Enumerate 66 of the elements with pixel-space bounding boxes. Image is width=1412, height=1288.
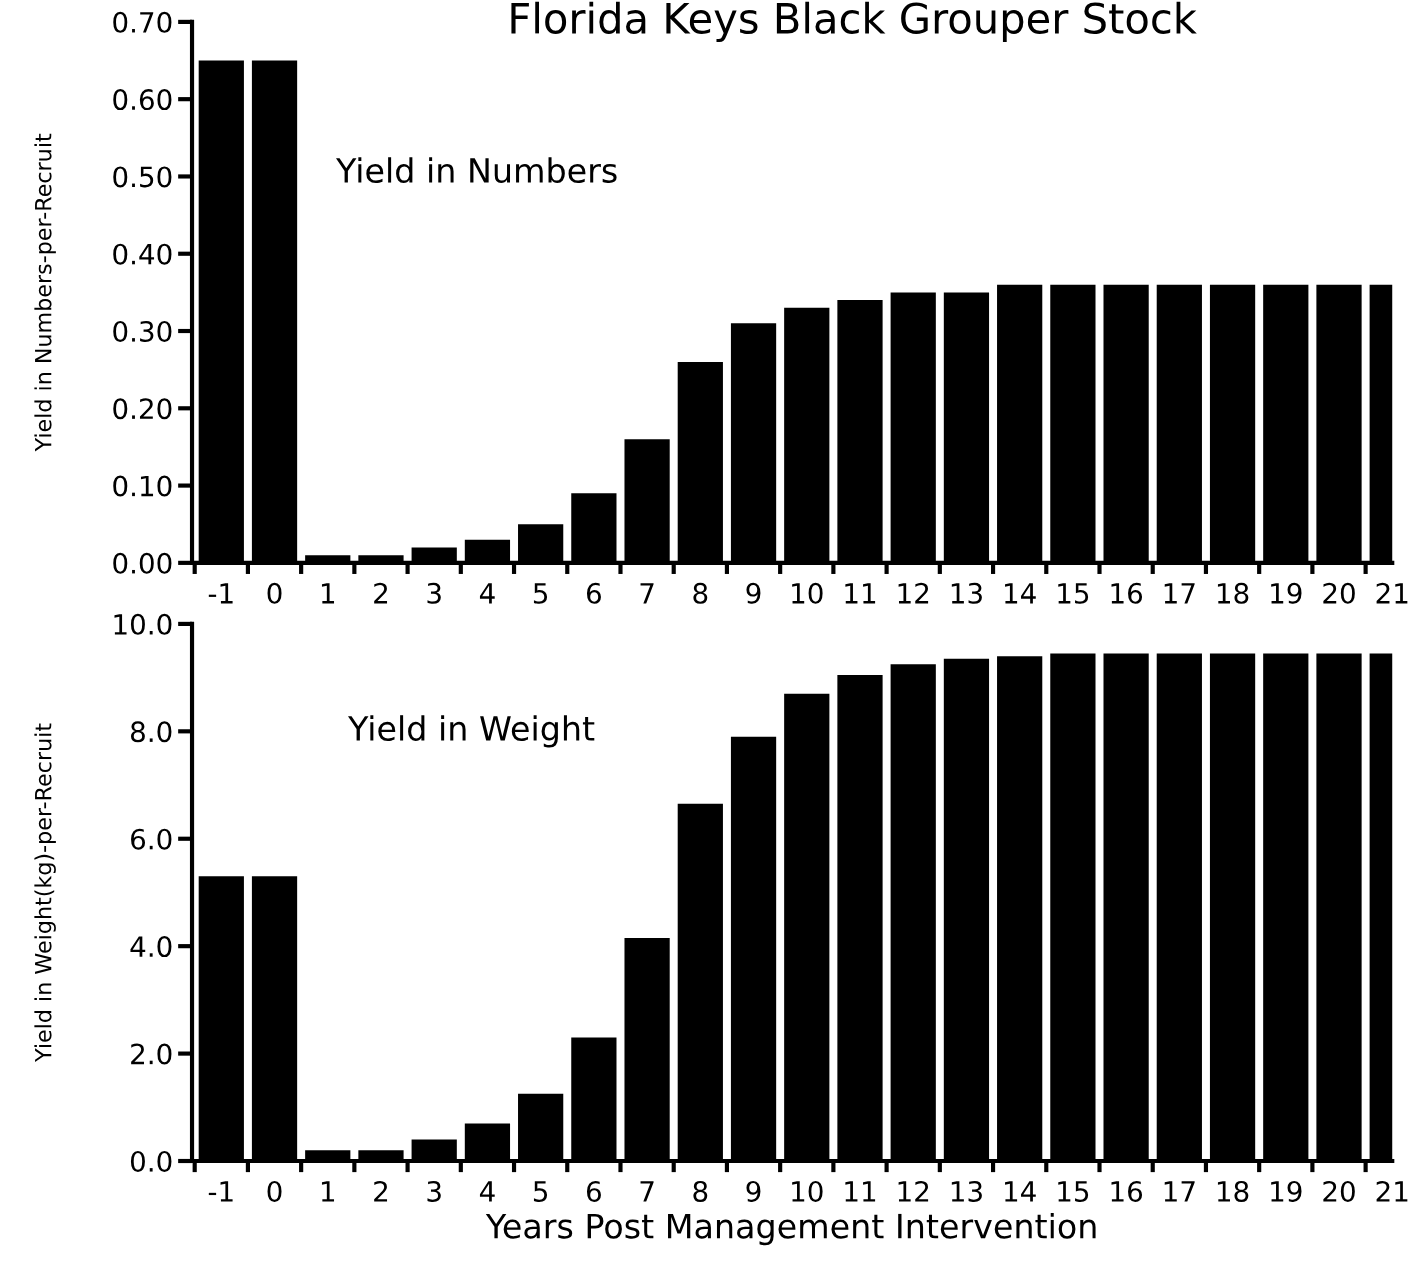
x-tick-label: 8 (693, 582, 708, 604)
y-tick-label: 4.0 (130, 936, 172, 958)
y-tick-label: 10.0 (114, 613, 172, 635)
y-axis-title: Yield in Weight(kg)-per-Recruit (34, 723, 56, 1062)
x-tick-label: -1 (208, 1181, 233, 1202)
y-tick-label: 0.30 (113, 320, 172, 342)
y-tick-label: 0.00 (113, 552, 172, 574)
x-tick-label: 5 (533, 1181, 548, 1202)
x-tick-label: 17 (1164, 1181, 1195, 1202)
x-tick-label: 18 (1217, 1180, 1249, 1202)
x-tick-label: 15 (1058, 583, 1089, 604)
x-tick-label: -1 (208, 583, 233, 604)
x-tick-label: 7 (640, 583, 654, 604)
x-tick-label: 19 (1271, 582, 1302, 604)
x-axis-title: Years Post Management Intervention (485, 1212, 1096, 1246)
x-tick-label: 4 (479, 1181, 495, 1202)
x-tick-label: 3 (427, 1180, 441, 1202)
y-tick-label: 0.70 (113, 11, 172, 33)
x-tick-label: 0 (267, 1180, 282, 1202)
y-tick-label: 0.60 (113, 89, 172, 111)
x-tick-label: 1 (321, 1181, 335, 1202)
x-tick-label: 21 (1376, 1180, 1408, 1202)
x-tick-label: 13 (951, 582, 982, 604)
x-tick-label: 12 (898, 582, 929, 604)
y-axis-title: Yield in Numbers-per-Recruit (34, 133, 56, 452)
x-tick-label: 16 (1111, 582, 1143, 604)
x-tick-label: 4 (479, 583, 495, 604)
y-tick-label: 0.50 (113, 166, 172, 188)
x-tick-label: 7 (640, 1181, 654, 1202)
x-tick-label: 11 (845, 1181, 876, 1202)
x-tick-label: 13 (951, 1180, 982, 1202)
x-tick-label: 6 (586, 1180, 601, 1202)
x-tick-label: 16 (1111, 1180, 1143, 1202)
x-tick-label: 9 (746, 582, 761, 604)
x-tick-label: 14 (1005, 1181, 1036, 1202)
y-tick-label: 6.0 (131, 828, 172, 850)
y-tick-label: 8.0 (130, 721, 172, 743)
y-tick-label: 0.0 (130, 1150, 172, 1172)
x-tick-label: 2 (374, 1180, 388, 1202)
y-tick-label: 2.0 (131, 1043, 172, 1065)
annotation: Yield in Weight (347, 715, 595, 748)
x-tick-label: 17 (1164, 583, 1195, 604)
x-tick-label: 15 (1058, 1181, 1089, 1202)
x-tick-label: 12 (898, 1180, 929, 1202)
x-tick-label: 10 (792, 582, 823, 604)
y-tick-label: 0.10 (113, 475, 172, 497)
x-tick-label: 11 (845, 583, 876, 604)
x-tick-label: 19 (1271, 1180, 1302, 1202)
x-tick-label: 0 (267, 582, 282, 604)
annotation: Yield in Numbers (335, 157, 617, 184)
x-tick-label: 18 (1217, 582, 1249, 604)
x-tick-label: 5 (533, 583, 548, 604)
x-tick-label: 9 (746, 1180, 761, 1202)
x-tick-label: 2 (374, 582, 388, 604)
chart-title: Florida Keys Black Grouper Stock (511, 1, 1197, 43)
x-tick-label: 14 (1005, 583, 1036, 604)
y-tick-label: 0.20 (113, 398, 172, 420)
x-tick-label: 20 (1323, 582, 1355, 604)
x-tick-label: 3 (427, 582, 441, 604)
x-tick-label: 10 (792, 1180, 823, 1202)
x-tick-label: 1 (321, 583, 335, 604)
y-tick-label: 0.40 (113, 243, 172, 265)
x-tick-label: 6 (586, 582, 601, 604)
x-tick-label: 21 (1376, 582, 1408, 604)
x-tick-label: 20 (1323, 1180, 1355, 1202)
x-tick-label: 8 (693, 1180, 708, 1202)
